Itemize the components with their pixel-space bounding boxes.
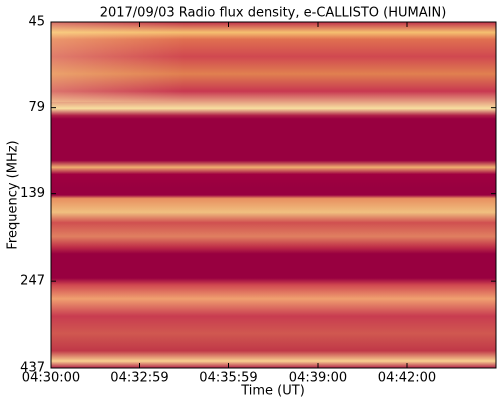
y-axis-label: Frequency (MHz) [6,140,21,249]
spectrogram-glow [51,22,496,102]
x-tick-label: 04:39:00 [289,371,347,386]
y-tick-label: 437 [20,361,45,376]
x-tick-label: 04:32:59 [110,371,168,386]
x-tick-label: 04:30:00 [22,371,80,386]
y-tick-label: 139 [20,186,45,201]
y-tick-label: 45 [28,15,45,30]
x-tick-label: 04:42:00 [378,371,436,386]
x-tick-label: 04:35:59 [199,371,257,386]
y-tick-label: 247 [20,274,45,289]
y-tick-label: 79 [28,100,45,115]
plot-frame [50,21,497,369]
chart-title: 2017/09/03 Radio flux density, e-CALLIST… [100,6,447,21]
x-axis-label: Time (UT) [240,384,305,399]
